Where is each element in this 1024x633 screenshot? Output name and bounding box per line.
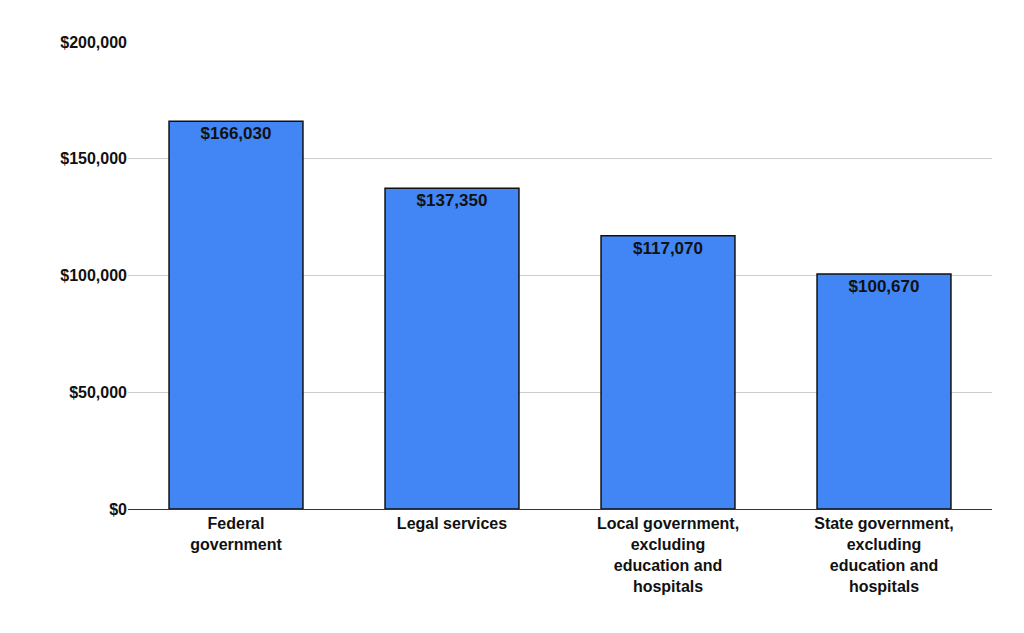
svg-text:$200,000: $200,000 xyxy=(60,34,127,51)
svg-text:$166,030: $166,030 xyxy=(201,124,272,143)
svg-text:$137,350: $137,350 xyxy=(417,191,488,210)
svg-text:$50,000: $50,000 xyxy=(69,384,127,401)
svg-text:$100,000: $100,000 xyxy=(60,267,127,284)
svg-text:$100,670: $100,670 xyxy=(849,277,920,296)
svg-text:$0: $0 xyxy=(109,501,127,518)
svg-text:Local government,excludingeduc: Local government,excludingeducation andh… xyxy=(597,515,739,594)
svg-text:Legal services: Legal services xyxy=(397,515,507,532)
svg-text:Federalgovernment: Federalgovernment xyxy=(190,515,282,553)
svg-text:State government,excludingeduc: State government,excludingeducation andh… xyxy=(814,515,954,594)
svg-text:$150,000: $150,000 xyxy=(60,150,127,167)
svg-text:$117,070: $117,070 xyxy=(633,239,703,258)
